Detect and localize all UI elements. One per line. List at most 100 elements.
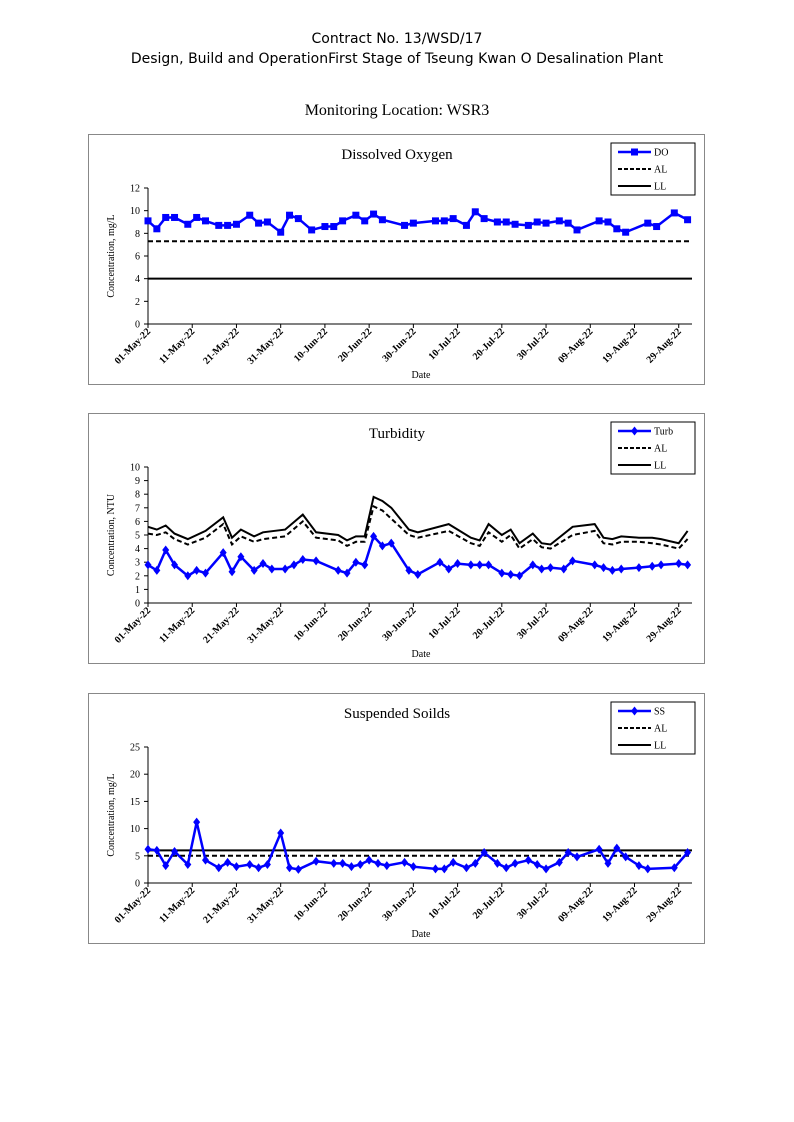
data-point-ss — [409, 862, 417, 872]
data-point-turb — [171, 560, 179, 570]
data-point-do — [201, 217, 209, 225]
data-point-do — [533, 218, 541, 226]
x-tick-label: 29-Aug-22 — [645, 326, 684, 365]
data-point-turb — [370, 531, 378, 541]
legend: DO AL LL — [610, 142, 696, 196]
data-point-ss — [294, 864, 302, 874]
chart-turbidity: Turbidity 0 1 2 3 4 5 6 7 8 9 10 01-May-22 11-May-22 2… — [88, 413, 705, 664]
legend-label-turb: Turb — [654, 427, 673, 438]
data-point-do — [431, 217, 439, 225]
data-point-do — [294, 215, 302, 223]
data-point-ss — [215, 863, 223, 873]
data-point-turb — [648, 561, 656, 571]
x-tick-label: 20-Jul-22 — [471, 605, 507, 641]
data-point-ss — [330, 858, 338, 868]
y-axis-label: Concentration, NTU — [106, 493, 117, 576]
y-tick-label: 15 — [130, 797, 140, 808]
data-point-ss — [255, 863, 263, 873]
x-tick-label: 11-May-22 — [157, 605, 197, 645]
data-point-turb — [591, 560, 599, 570]
data-point-turb — [153, 565, 161, 575]
data-point-do — [263, 218, 271, 226]
data-point-turb — [608, 565, 616, 575]
x-tick-label: 20-Jun-22 — [336, 326, 374, 364]
legend-label-al: AL — [654, 724, 667, 735]
data-point-do — [352, 211, 360, 219]
legend-label-al: AL — [654, 165, 667, 176]
data-point-ss — [339, 858, 347, 868]
data-point-turb — [343, 568, 351, 578]
x-tick-label: 09-Aug-22 — [556, 885, 595, 924]
data-point-do — [604, 218, 612, 226]
data-point-turb — [507, 569, 515, 579]
data-point-do — [573, 226, 581, 234]
data-point-ss — [613, 843, 621, 853]
x-tick-label: 29-Aug-22 — [645, 605, 684, 644]
data-point-ss — [480, 848, 488, 858]
y-tick-label: 3 — [135, 558, 140, 569]
x-tick-label: 30-Jul-22 — [515, 885, 551, 921]
data-point-ss — [232, 862, 240, 872]
data-point-turb — [352, 557, 360, 567]
x-tick-label: 19-Aug-22 — [600, 885, 639, 924]
y-tick-label: 2 — [135, 571, 140, 582]
data-point-turb — [560, 564, 568, 574]
data-point-turb — [546, 563, 554, 573]
data-point-ss — [201, 855, 209, 865]
y-tick-label: 12 — [130, 184, 140, 195]
data-point-ss — [224, 857, 232, 867]
data-point-do — [308, 226, 316, 234]
x-axis-label: Date — [412, 370, 431, 381]
data-point-ss — [365, 855, 373, 865]
data-point-do — [653, 223, 661, 231]
data-point-turb — [414, 569, 422, 579]
contract-number: Contract No. 13/WSD/17 — [311, 31, 483, 47]
data-point-ss — [374, 858, 382, 868]
legend: SS AL LL — [610, 701, 696, 755]
x-tick-label: 10-Jun-22 — [292, 605, 330, 643]
data-point-turb — [219, 548, 227, 558]
data-point-turb — [361, 560, 369, 570]
chart-dissolved-oxygen: Dissolved Oxygen 0 2 4 6 8 10 12 01-May-22 11-May… — [88, 134, 705, 385]
data-point-do — [378, 216, 386, 224]
x-tick-label: 20-Jul-22 — [471, 885, 507, 921]
data-point-do — [595, 217, 603, 225]
data-point-turb — [476, 560, 484, 570]
data-point-do — [511, 220, 519, 228]
data-point-ss — [153, 845, 161, 855]
y-tick-label: 1 — [135, 585, 140, 596]
data-point-ss — [401, 857, 409, 867]
legend-marker-ss — [631, 706, 638, 716]
data-point-do — [644, 219, 652, 227]
data-point-ss — [511, 858, 519, 868]
data-point-do — [480, 215, 488, 223]
x-tick-label: 29-Aug-22 — [645, 885, 684, 924]
legend-label-do: DO — [654, 148, 668, 159]
data-point-turb — [162, 545, 170, 555]
data-point-turb — [600, 563, 608, 573]
data-point-do — [564, 219, 572, 227]
x-tick-label: 09-Aug-22 — [556, 326, 595, 365]
chart-title: Turbidity — [369, 426, 426, 442]
legend-label-al: AL — [654, 444, 667, 455]
data-point-ss — [622, 852, 630, 862]
x-tick-label: 20-Jun-22 — [336, 605, 374, 643]
x-tick-label: 21-May-22 — [201, 885, 241, 925]
chart-svg-dissolved-oxygen: Dissolved Oxygen 0 2 4 6 8 10 12 01-May-22 11-May… — [106, 142, 696, 381]
y-tick-label: 7 — [135, 503, 140, 514]
data-point-do — [153, 225, 161, 233]
data-point-turb — [675, 559, 683, 569]
data-point-ss — [542, 864, 550, 874]
x-tick-label: 21-May-22 — [201, 326, 241, 366]
data-point-do — [613, 225, 621, 233]
data-point-ss — [286, 863, 294, 873]
data-point-ss — [449, 857, 457, 867]
data-point-do — [232, 220, 240, 228]
data-point-turb — [268, 564, 276, 574]
data-point-do — [246, 211, 254, 219]
data-point-do — [193, 213, 201, 221]
data-point-do — [440, 217, 448, 225]
data-point-turb — [259, 559, 267, 569]
data-point-ss — [635, 861, 643, 871]
x-axis-label: Date — [412, 649, 431, 660]
